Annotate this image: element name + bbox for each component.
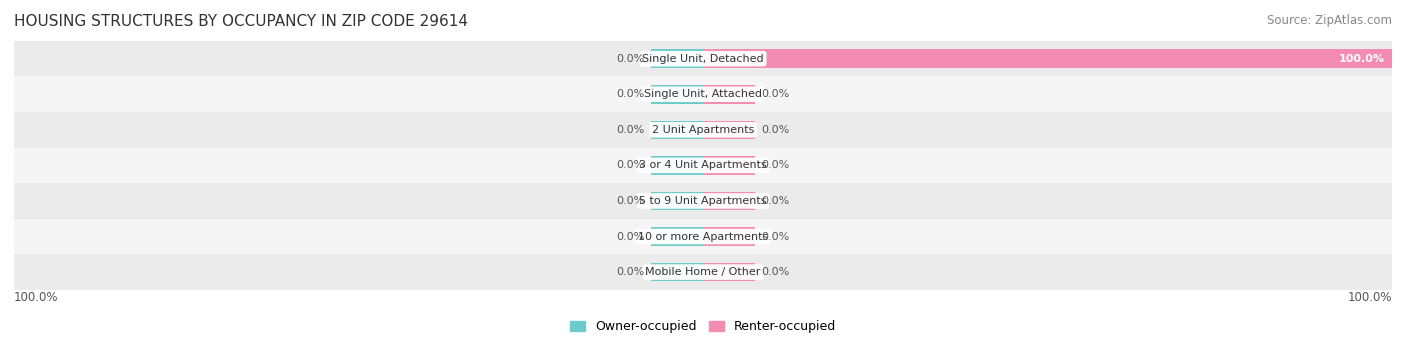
Text: 10 or more Apartments: 10 or more Apartments (638, 232, 768, 241)
Text: 0.0%: 0.0% (616, 196, 644, 206)
Text: 2 Unit Apartments: 2 Unit Apartments (652, 125, 754, 135)
Text: 100.0%: 100.0% (1347, 291, 1392, 303)
Bar (14, 183, 1392, 219)
Text: 0.0%: 0.0% (616, 89, 644, 99)
Bar (14, 112, 1392, 148)
Bar (651, 85, 703, 104)
Bar (703, 263, 755, 281)
Text: 5 to 9 Unit Apartments: 5 to 9 Unit Apartments (640, 196, 766, 206)
Text: Source: ZipAtlas.com: Source: ZipAtlas.com (1267, 14, 1392, 27)
Bar (14, 41, 1392, 76)
Bar (14, 148, 1392, 183)
Text: 0.0%: 0.0% (762, 125, 790, 135)
Bar (651, 49, 703, 68)
Text: 100.0%: 100.0% (1339, 54, 1385, 64)
Text: Mobile Home / Other: Mobile Home / Other (645, 267, 761, 277)
Bar (14, 76, 1392, 112)
Bar (651, 227, 703, 246)
Text: 0.0%: 0.0% (762, 89, 790, 99)
Text: 0.0%: 0.0% (616, 160, 644, 170)
Text: 0.0%: 0.0% (762, 267, 790, 277)
Bar (651, 156, 703, 175)
Bar (703, 85, 755, 104)
Text: 0.0%: 0.0% (616, 54, 644, 64)
Text: 0.0%: 0.0% (762, 160, 790, 170)
Bar (703, 227, 755, 246)
Text: 0.0%: 0.0% (762, 232, 790, 241)
Bar (703, 192, 755, 210)
Legend: Owner-occupied, Renter-occupied: Owner-occupied, Renter-occupied (565, 315, 841, 338)
Bar (14, 254, 1392, 290)
Text: 0.0%: 0.0% (616, 267, 644, 277)
Text: 3 or 4 Unit Apartments: 3 or 4 Unit Apartments (640, 160, 766, 170)
Text: 0.0%: 0.0% (762, 196, 790, 206)
Bar (703, 49, 1392, 68)
Bar (651, 121, 703, 139)
Bar (651, 192, 703, 210)
Text: 0.0%: 0.0% (616, 125, 644, 135)
Bar (14, 219, 1392, 254)
Text: Single Unit, Detached: Single Unit, Detached (643, 54, 763, 64)
Bar (703, 156, 755, 175)
Text: HOUSING STRUCTURES BY OCCUPANCY IN ZIP CODE 29614: HOUSING STRUCTURES BY OCCUPANCY IN ZIP C… (14, 14, 468, 29)
Bar (651, 263, 703, 281)
Text: 100.0%: 100.0% (14, 291, 59, 303)
Text: Single Unit, Attached: Single Unit, Attached (644, 89, 762, 99)
Text: 0.0%: 0.0% (616, 232, 644, 241)
Bar (703, 121, 755, 139)
